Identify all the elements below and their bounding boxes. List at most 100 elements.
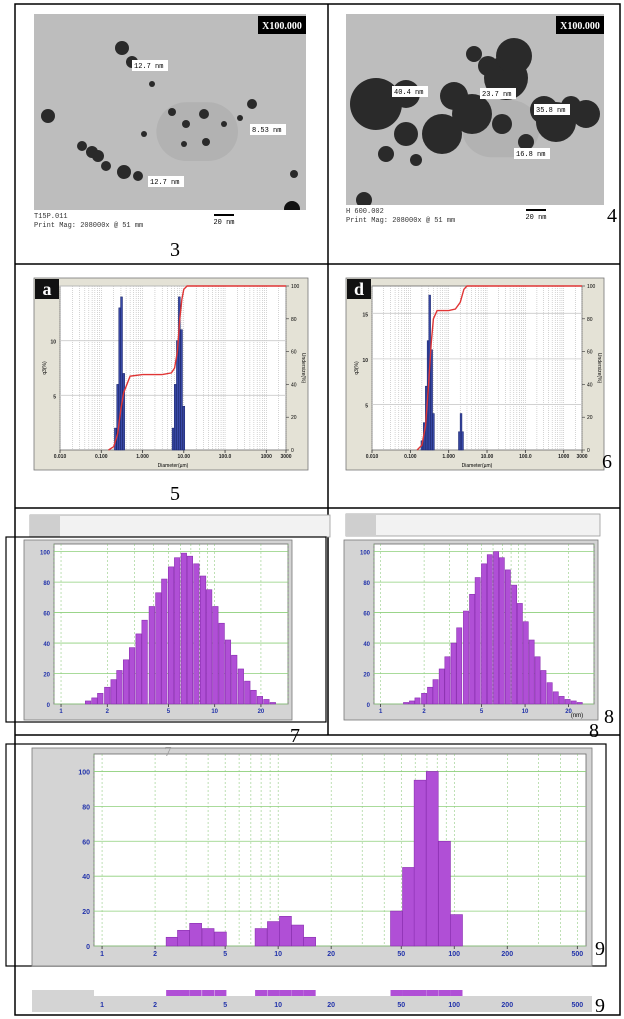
particle (478, 56, 498, 76)
x-tick-label: 1 (379, 709, 383, 715)
bar (155, 592, 162, 705)
bar (432, 679, 439, 705)
micrograph-caption: T15P.011 (34, 213, 68, 221)
scale-bar-label: 20 nm (525, 214, 546, 222)
y-tick-label: 15 (362, 312, 368, 318)
size-label: 35.8 nm (536, 107, 565, 115)
bar (432, 413, 435, 451)
x-tick-label: 20 (565, 709, 572, 715)
x-tick-label: 100 (448, 1002, 460, 1009)
bar (303, 990, 316, 996)
particle (182, 120, 190, 128)
x-tick-label: 3000 (576, 454, 587, 460)
bar (202, 990, 215, 996)
x-tick-label: 100.0 (219, 454, 232, 460)
bar (165, 936, 179, 947)
magnification: X100.000 (560, 21, 600, 32)
bar (474, 577, 481, 705)
particle (202, 138, 210, 146)
particle (410, 154, 422, 166)
x-tick-label: 100 (448, 951, 460, 958)
y2-tick-label: 80 (291, 317, 297, 323)
bar (110, 679, 117, 705)
panel-label: 5 (170, 483, 180, 505)
bar (116, 384, 119, 451)
particle (452, 94, 492, 134)
y-axis-label: q3(%) (354, 361, 360, 375)
size-label-bg (392, 86, 428, 97)
x-tick-label: 20 (327, 1002, 335, 1009)
y-tick-label: 80 (43, 581, 50, 587)
bar (390, 910, 403, 947)
particle (394, 122, 418, 146)
bar (546, 682, 553, 705)
bar (186, 555, 193, 705)
bar (174, 557, 181, 705)
bar (161, 578, 168, 705)
x-tick-label: 0.010 (366, 454, 379, 460)
bar (421, 693, 427, 705)
particle (168, 108, 176, 116)
particle (221, 121, 227, 127)
bar (576, 702, 583, 705)
y2-tick-label: 40 (291, 382, 297, 388)
panel-label: 8 (589, 720, 599, 742)
size-label: 12.7 nm (134, 63, 163, 71)
panel-label: 9 (595, 995, 605, 1017)
x-tick-label: 200 (501, 951, 513, 958)
magnification-badge (258, 16, 306, 34)
y-tick-label: 10 (50, 340, 56, 346)
y2-tick-label: 60 (587, 350, 593, 356)
x-tick-label: 1000 (261, 454, 272, 460)
bar (212, 606, 219, 705)
bar (414, 990, 427, 996)
bar (425, 771, 439, 947)
bar (291, 990, 304, 996)
bar (402, 867, 415, 947)
bar (486, 554, 493, 705)
bar (493, 551, 499, 705)
y2-tick-label: 100 (291, 284, 300, 290)
particle (117, 165, 131, 179)
bar (426, 990, 439, 996)
bar (461, 431, 464, 451)
bar (199, 575, 207, 705)
panel-label: 7 (165, 745, 172, 760)
bar (427, 686, 433, 705)
x-tick-label: 10 (274, 951, 282, 958)
x-tick-label: 1 (100, 951, 104, 958)
bar (254, 928, 268, 947)
bar (180, 329, 183, 451)
bar (438, 668, 445, 705)
y2-tick-label: 40 (587, 382, 593, 388)
y-tick-label: 80 (82, 804, 90, 811)
particle (237, 115, 243, 121)
bar (498, 557, 505, 705)
bar (564, 699, 571, 705)
particle (422, 114, 462, 154)
panel-badge-letter: a (43, 279, 52, 299)
bar (450, 642, 457, 705)
bar (214, 990, 227, 996)
bar (511, 584, 518, 705)
bar (444, 656, 451, 705)
x-tick-label: 0.100 (95, 454, 108, 460)
panel-label: 3 (170, 239, 180, 261)
bar (189, 990, 202, 996)
bar (255, 990, 268, 996)
bar (481, 563, 487, 705)
y-tick-label: 100 (40, 551, 51, 557)
magnification: X100.000 (262, 21, 302, 32)
bar (414, 697, 421, 705)
bar (438, 990, 451, 996)
size-label-bg (534, 104, 570, 115)
bar (413, 779, 427, 947)
x-axis-label: Diameter(µm) (158, 463, 189, 469)
micrograph-caption: H 600.002 (346, 208, 384, 216)
particle (149, 81, 155, 87)
y2-tick-label: 0 (587, 448, 590, 454)
y-tick-label: 20 (363, 673, 370, 679)
y-tick-label: 80 (363, 581, 370, 587)
magnification-badge (556, 16, 604, 34)
